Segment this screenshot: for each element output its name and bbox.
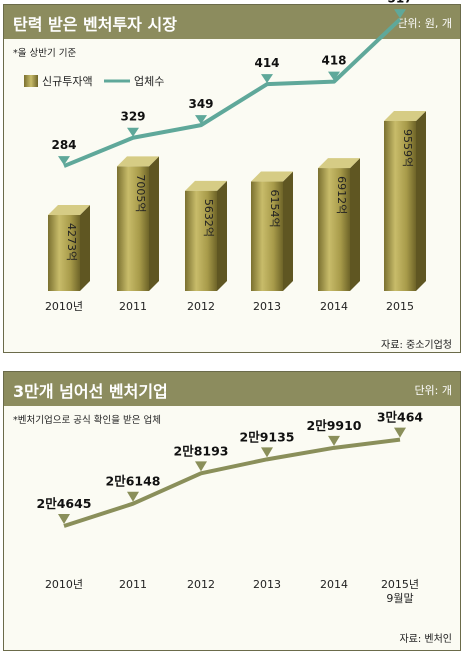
- line-marker: [394, 9, 406, 19]
- line-value-label: 2만8193: [174, 443, 229, 458]
- panel-title: 탄력 받은 벤처투자 시장: [13, 15, 177, 34]
- line-value-label: 284: [51, 138, 76, 152]
- line-value-label: 418: [321, 54, 346, 68]
- bar-top: [251, 171, 293, 182]
- investment-chart: 신규투자액 업체수 4273억 2010년 7005억 2011 5632억 2012 6154…: [24, 0, 426, 313]
- line-value-label: 3만464: [377, 410, 424, 425]
- x-tick-label: 2012: [187, 578, 215, 591]
- line-marker: [58, 156, 70, 166]
- bar: [384, 121, 416, 291]
- x-tick-label: 2014: [320, 578, 348, 591]
- line-marker: [127, 491, 139, 502]
- bar-side: [350, 158, 360, 291]
- line-marker: [58, 514, 70, 525]
- line-value-label: 2만4645: [37, 496, 92, 511]
- bar-side: [416, 111, 426, 291]
- line-marker: [195, 115, 207, 125]
- x-tick-label: 2015년: [381, 578, 419, 591]
- line-value-label: 2만9910: [307, 418, 362, 433]
- line-value-label: 2만6148: [106, 474, 161, 489]
- panel-header: 탄력 받은 벤처투자 시장 단위: 원, 개: [4, 5, 460, 39]
- line-marker: [127, 127, 139, 137]
- x-tick-label: 9월말: [386, 592, 413, 605]
- x-tick-label: 2013: [253, 578, 281, 591]
- bar-value-label: 6154억: [268, 190, 281, 228]
- line-marker: [195, 461, 207, 472]
- bar: [117, 166, 149, 291]
- unit-label: 단위: 개: [414, 384, 452, 397]
- line-marker: [261, 74, 273, 84]
- bar-side: [283, 171, 293, 291]
- line-value-label: 517: [387, 0, 412, 5]
- bar: [185, 190, 217, 291]
- chart-note: *벤처기업으로 공식 확인을 받은 업체: [13, 415, 161, 426]
- bar-side: [149, 156, 159, 291]
- line-value-label: 2만9135: [240, 429, 295, 444]
- x-tick-label: 2015: [386, 300, 414, 313]
- x-tick-label: 2014: [320, 300, 348, 313]
- legend-bar-label: 신규투자액: [42, 75, 93, 88]
- series-line: [63, 17, 402, 168]
- bar: [48, 215, 80, 291]
- bar-top: [384, 111, 426, 121]
- bar-value-label: 4273억: [65, 223, 78, 261]
- line-value-label: 329: [120, 110, 145, 124]
- bar-side: [80, 205, 90, 291]
- source-label: 자료: 벤처인: [399, 634, 452, 645]
- x-tick-label: 2010년: [45, 578, 83, 591]
- line-marker: [328, 71, 340, 81]
- unit-label: 단위: 원, 개: [397, 17, 452, 30]
- venture-companies-panel: 3만개 넘어선 벤처기업 단위: 개 *벤처기업으로 공식 확인을 받은 업체 …: [3, 371, 461, 651]
- x-tick-label: 2010년: [45, 300, 83, 313]
- bar-side: [217, 180, 227, 291]
- line-marker: [261, 447, 273, 458]
- x-tick-label: 2012: [187, 300, 215, 313]
- line-marker: [394, 427, 406, 438]
- chart-note: *올 상반기 기준: [13, 48, 77, 59]
- line-value-label: 349: [188, 97, 213, 111]
- bar-value-label: 9559억: [401, 129, 414, 167]
- x-tick-label: 2011: [119, 300, 147, 313]
- panel-header: 3만개 넘어선 벤처기업 단위: 개: [4, 372, 460, 406]
- bar-top: [48, 205, 90, 216]
- bar-value-label: 7005억: [134, 174, 147, 212]
- bar-value-label: 5632억: [202, 199, 215, 237]
- bar-top: [117, 156, 159, 167]
- line-marker: [328, 435, 340, 446]
- bar-top: [185, 180, 227, 191]
- source-label: 자료: 중소기업청: [381, 340, 452, 351]
- x-tick-label: 2013: [253, 300, 281, 313]
- bar: [318, 168, 350, 291]
- legend-line-label: 업체수: [134, 75, 164, 88]
- line-value-label: 414: [254, 56, 279, 70]
- x-tick-label: 2011: [119, 578, 147, 591]
- bar-top: [318, 158, 360, 169]
- series-line: [63, 437, 401, 528]
- venture-investment-panel: 탄력 받은 벤처투자 시장 단위: 원, 개 *올 상반기 기준 신규투자액 업체…: [3, 0, 461, 353]
- legend-bar-swatch: [24, 75, 38, 87]
- panel-title: 3만개 넘어선 벤처기업: [13, 382, 168, 401]
- bar: [251, 181, 283, 291]
- bar-value-label: 6912억: [335, 176, 348, 214]
- companies-chart: 2만4645 2만6148 2만8193 2만9135 2만9910 3만464 2010년…: [37, 410, 424, 605]
